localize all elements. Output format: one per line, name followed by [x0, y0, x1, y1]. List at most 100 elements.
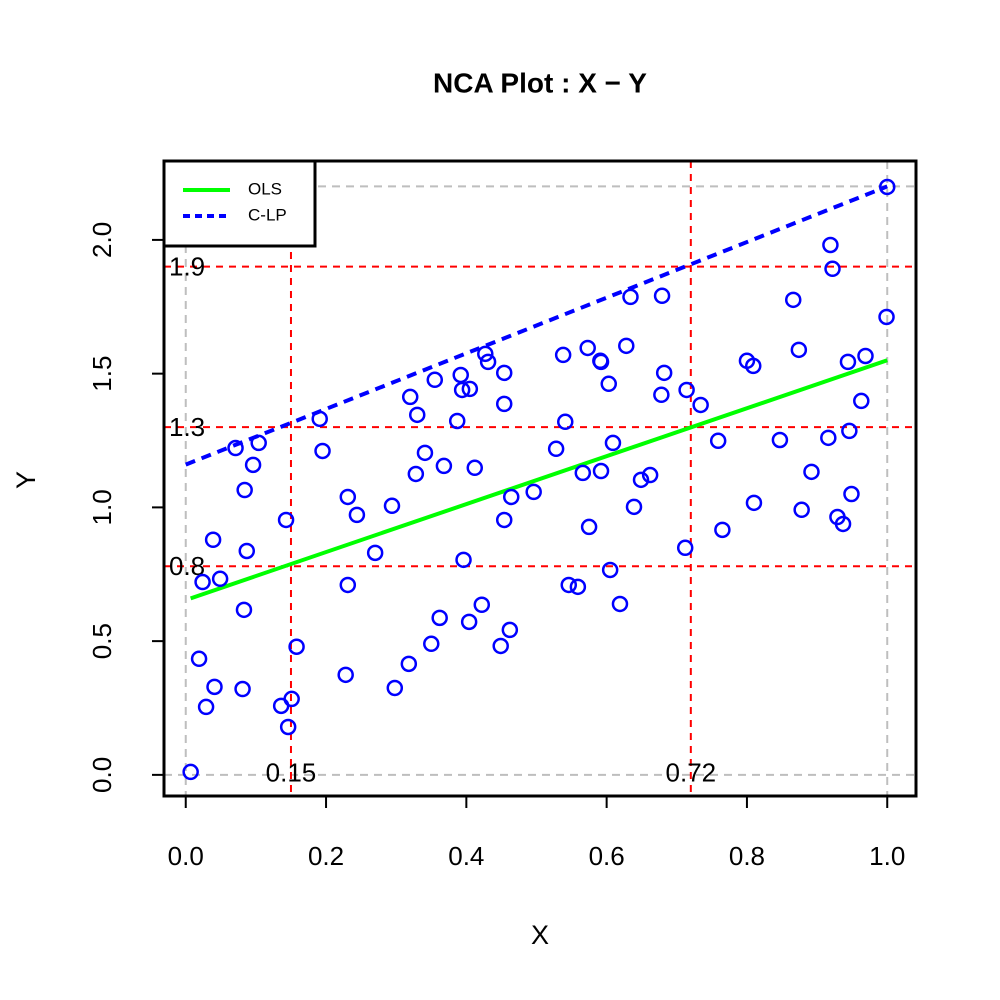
reference-label: 1.3 — [169, 412, 205, 442]
data-point — [279, 718, 297, 736]
data-point — [525, 483, 542, 501]
y-tick-label: 1.0 — [87, 489, 117, 525]
data-point — [692, 396, 709, 414]
data-point — [653, 287, 671, 305]
ceiling-line — [185, 184, 888, 467]
data-point — [601, 561, 619, 579]
ceiling-line — [190, 358, 888, 601]
data-point — [820, 429, 837, 447]
data-point — [793, 501, 810, 519]
data-point — [790, 341, 808, 359]
data-point — [479, 353, 497, 371]
plot-frame — [162, 159, 918, 798]
data-point — [244, 456, 262, 474]
data-point — [839, 353, 857, 371]
data-point — [431, 609, 448, 627]
data-point — [473, 596, 491, 614]
data-point — [435, 457, 453, 475]
data-point — [460, 613, 478, 631]
y-tick-label: 0.0 — [87, 757, 117, 793]
data-point — [822, 236, 839, 254]
legend-label: C-LP — [248, 205, 287, 224]
data-point — [803, 463, 820, 481]
data-point — [407, 465, 425, 483]
data-point — [283, 690, 300, 708]
data-point — [423, 635, 440, 653]
data-point — [238, 542, 256, 560]
data-point — [495, 511, 513, 529]
y-tick-label: 0.5 — [87, 623, 117, 659]
data-point — [448, 412, 466, 430]
data-point — [194, 573, 211, 591]
data-point — [311, 410, 328, 428]
data-point — [461, 380, 479, 398]
data-point — [204, 531, 222, 549]
data-point — [501, 621, 519, 639]
data-point — [386, 679, 404, 697]
data-point — [495, 395, 513, 413]
x-tick-label: 0.6 — [589, 841, 625, 871]
data-point — [366, 544, 384, 562]
y-axis-label: Y — [11, 471, 41, 489]
data-point — [408, 406, 426, 424]
data-point — [641, 466, 659, 484]
data-point — [745, 357, 762, 375]
data-point — [426, 371, 444, 389]
data-point — [843, 485, 860, 503]
data-point — [554, 346, 572, 364]
data-point — [569, 578, 587, 596]
data-point — [579, 339, 596, 357]
chart-title: NCA Plot : X − Y — [433, 67, 647, 98]
data-point — [592, 462, 610, 480]
x-tick-label: 0.8 — [729, 841, 765, 871]
data-point — [235, 601, 253, 619]
data-point — [784, 291, 802, 309]
x-tick-label: 1.0 — [869, 841, 905, 871]
data-point — [547, 440, 565, 458]
data-point — [416, 444, 434, 462]
data-point — [466, 459, 484, 477]
data-point — [455, 551, 472, 569]
x-tick-label: 0.2 — [308, 841, 344, 871]
data-point — [841, 422, 858, 440]
data-point — [655, 364, 673, 382]
data-point — [580, 518, 598, 536]
data-point — [477, 345, 494, 363]
data-point — [714, 521, 731, 539]
data-point — [857, 347, 874, 365]
y-tick-label: 2.0 — [87, 222, 117, 258]
reference-label: 1.9 — [169, 252, 205, 282]
data-point — [676, 539, 694, 557]
data-point — [560, 576, 578, 594]
data-point — [339, 576, 357, 594]
data-point — [206, 678, 223, 696]
data-point — [878, 178, 896, 196]
data-point — [771, 431, 789, 449]
data-point — [502, 488, 520, 506]
data-point — [277, 511, 295, 529]
data-point — [401, 388, 419, 406]
data-point — [824, 260, 841, 278]
data-point — [339, 488, 357, 506]
data-point — [337, 666, 354, 684]
data-point — [211, 570, 229, 588]
data-point — [452, 366, 469, 384]
data-point — [622, 288, 639, 306]
data-point — [495, 364, 513, 382]
data-point — [611, 595, 629, 613]
x-tick-label: 0.0 — [168, 841, 204, 871]
data-point — [288, 638, 305, 655]
data-point — [604, 434, 622, 452]
data-point — [878, 308, 895, 326]
data-point — [678, 381, 695, 399]
data-point — [383, 497, 401, 515]
data-point — [618, 337, 635, 355]
x-axis-label: X — [531, 920, 549, 950]
data-point — [834, 515, 852, 533]
legend-label: OLS — [248, 179, 282, 198]
data-point — [234, 680, 251, 698]
data-point — [182, 763, 199, 781]
data-point — [557, 413, 574, 431]
reference-label: 0.72 — [666, 758, 717, 788]
